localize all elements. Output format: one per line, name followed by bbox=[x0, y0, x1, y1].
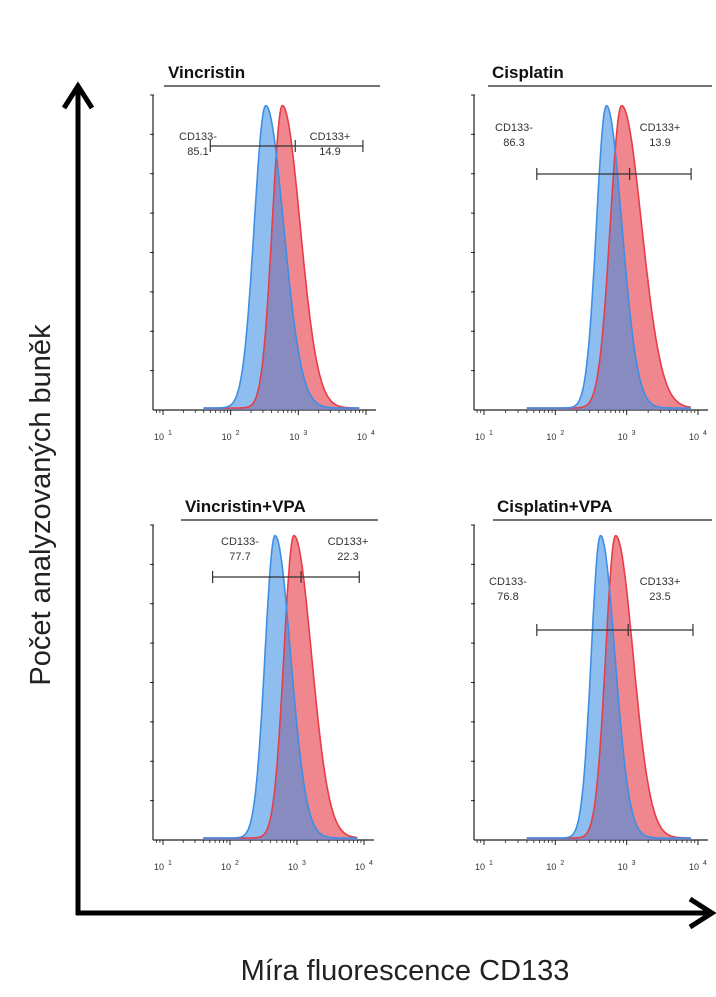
histogram-panel: 10 1 10 2 10 3 10 4 CD133- 76.8 CD133+ 23.5 Cisplati… bbox=[471, 497, 712, 872]
x-tick-exponent: 1 bbox=[489, 430, 493, 437]
x-tick-label: 10 bbox=[546, 432, 556, 442]
x-tick-label: 10 bbox=[618, 432, 628, 442]
series-cd133-neg-area bbox=[203, 535, 358, 840]
histogram-panel: 10 1 10 2 10 3 10 4 CD133- 85.1 CD133+ 14.9 Vincrist… bbox=[150, 63, 380, 442]
gate-neg-label: CD133- bbox=[179, 131, 217, 143]
x-tick-label: 10 bbox=[357, 432, 367, 442]
gate-pos-label: CD133+ bbox=[640, 576, 681, 588]
series-cd133-neg-line bbox=[526, 534, 691, 839]
x-tick-exponent: 2 bbox=[560, 860, 564, 867]
series-cd133-neg-area bbox=[203, 105, 360, 410]
x-tick-exponent: 1 bbox=[489, 860, 493, 867]
x-tick-label: 10 bbox=[618, 862, 628, 872]
gate-neg-value: 76.8 bbox=[497, 591, 518, 603]
gate-pos-value: 14.9 bbox=[319, 146, 340, 158]
x-tick-exponent: 2 bbox=[236, 430, 240, 437]
x-tick-exponent: 4 bbox=[703, 430, 707, 437]
gate-neg-label: CD133- bbox=[221, 536, 259, 548]
x-tick-label: 10 bbox=[222, 432, 232, 442]
x-tick-label: 10 bbox=[475, 432, 485, 442]
x-tick-label: 10 bbox=[288, 862, 298, 872]
x-tick-label: 10 bbox=[689, 432, 699, 442]
x-axis-arrowhead-icon bbox=[688, 896, 716, 930]
x-tick-label: 10 bbox=[221, 862, 231, 872]
x-tick-exponent: 3 bbox=[632, 860, 636, 867]
x-tick-exponent: 3 bbox=[303, 430, 307, 437]
x-tick-label: 10 bbox=[289, 432, 299, 442]
series-cd133-pos-area bbox=[203, 535, 358, 840]
gate-neg-value: 85.1 bbox=[187, 146, 208, 158]
x-tick-exponent: 1 bbox=[168, 430, 172, 437]
histogram-panel: 10 1 10 2 10 3 10 4 CD133- 86.3 CD133+ 13.9 Cisplati… bbox=[471, 63, 712, 442]
x-tick-exponent: 2 bbox=[235, 860, 239, 867]
gate-neg-value: 86.3 bbox=[503, 137, 524, 149]
x-tick-label: 10 bbox=[689, 862, 699, 872]
x-tick-exponent: 4 bbox=[369, 860, 373, 867]
x-tick-label: 10 bbox=[475, 862, 485, 872]
x-axis-title: Míra fluorescence CD133 bbox=[241, 955, 570, 987]
gate-neg-value: 77.7 bbox=[229, 551, 250, 563]
x-tick-exponent: 3 bbox=[302, 860, 306, 867]
panel-title: Vincristin bbox=[168, 63, 245, 82]
gate-pos-label: CD133+ bbox=[310, 131, 351, 143]
y-axis-arrowhead-icon bbox=[61, 81, 95, 110]
x-tick-label: 10 bbox=[355, 862, 365, 872]
x-tick-exponent: 4 bbox=[371, 430, 375, 437]
series-cd133-pos-line bbox=[203, 104, 360, 409]
x-tick-label: 10 bbox=[546, 862, 556, 872]
x-tick-exponent: 1 bbox=[168, 860, 172, 867]
histogram-panel: 10 1 10 2 10 3 10 4 CD133- 77.7 CD133+ 22.3 Vincrist… bbox=[150, 497, 378, 872]
panel-title: Cisplatin+VPA bbox=[497, 497, 612, 516]
x-tick-exponent: 4 bbox=[703, 860, 707, 867]
panel-title: Cisplatin bbox=[492, 63, 564, 82]
gate-pos-label: CD133+ bbox=[328, 536, 369, 548]
gate-pos-value: 23.5 bbox=[649, 591, 670, 603]
x-tick-label: 10 bbox=[154, 862, 164, 872]
gate-pos-label: CD133+ bbox=[640, 122, 681, 134]
x-tick-exponent: 2 bbox=[560, 430, 564, 437]
histogram-panels: 10 1 10 2 10 3 10 4 CD133- 85.1 CD133+ 14.9 Vincrist… bbox=[150, 63, 712, 872]
panel-title: Vincristin+VPA bbox=[185, 497, 306, 516]
gate-pos-value: 13.9 bbox=[649, 137, 670, 149]
x-tick-exponent: 3 bbox=[632, 430, 636, 437]
gate-neg-label: CD133- bbox=[495, 122, 533, 134]
series-cd133-neg-line bbox=[526, 104, 691, 409]
x-tick-label: 10 bbox=[154, 432, 164, 442]
y-axis-title: Počet analyzovaných buněk bbox=[25, 324, 57, 686]
series-cd133-neg-line bbox=[203, 104, 360, 409]
series-cd133-neg-line bbox=[203, 534, 358, 839]
gate-neg-label: CD133- bbox=[489, 576, 527, 588]
series-cd133-neg-area bbox=[526, 535, 691, 840]
gate-pos-value: 22.3 bbox=[337, 551, 358, 563]
